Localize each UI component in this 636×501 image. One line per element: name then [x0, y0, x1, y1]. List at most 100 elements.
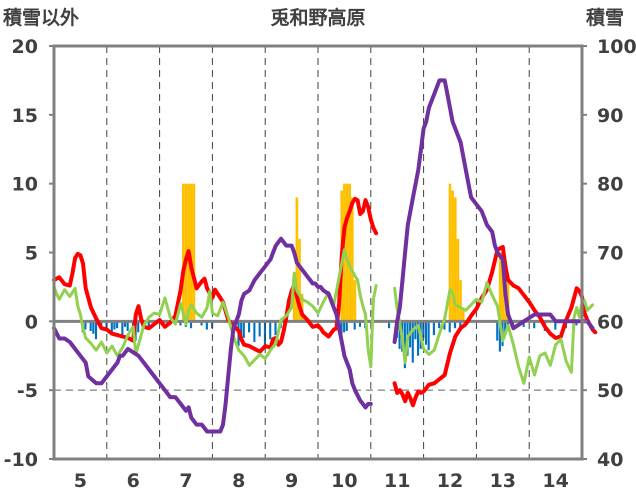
blue-bar-27	[242, 321, 245, 338]
x-tick-label: 9	[285, 470, 298, 492]
x-tick-label: 13	[490, 470, 516, 492]
purple-series-line-4	[52, 236, 373, 434]
blue-bar-40	[358, 321, 362, 327]
orange-bar-13	[351, 197, 354, 322]
blue-bar-17	[147, 321, 150, 330]
blue-bar-42	[387, 321, 391, 329]
blue-bar-69	[533, 321, 536, 329]
right-axis-title: 積雪	[586, 6, 624, 29]
blue-bar-63	[498, 321, 501, 352]
green-series-line-3	[393, 281, 595, 385]
x-tick-label: 10	[331, 470, 357, 492]
blue-bar-50	[414, 321, 417, 340]
blue-bar-26	[240, 321, 243, 336]
blue-bar-12	[126, 321, 129, 331]
left-tick-label: 0	[25, 311, 38, 333]
right-tick-label: 40	[597, 449, 623, 471]
right-tick-label: 60	[597, 311, 623, 333]
blue-bar-7	[110, 321, 113, 333]
blue-bar-4	[94, 321, 98, 340]
blue-bar-49	[411, 321, 414, 363]
blue-bar-51	[417, 321, 420, 356]
orange-bar-14	[353, 280, 357, 322]
purple-series-line-5	[392, 78, 595, 344]
left-tick-label: 15	[12, 105, 38, 127]
blue-bar-11	[123, 321, 127, 327]
orange-bar-4	[192, 183, 196, 322]
blue-bar-21	[200, 321, 203, 326]
orange-bar-16	[451, 190, 454, 322]
blue-bar-36	[340, 321, 343, 336]
orange-bar-21	[498, 252, 502, 322]
right-tick-label: 50	[597, 380, 623, 402]
blue-bar-10	[121, 321, 124, 337]
blue-bar-32	[269, 321, 272, 340]
orange-bar-20	[461, 307, 465, 322]
blue-bar-59	[448, 321, 451, 333]
orange-bar-15	[448, 183, 452, 322]
blue-bar-9	[116, 321, 119, 329]
blue-bar-28	[248, 321, 251, 333]
right-tick-label: 100	[597, 36, 636, 58]
blue-bar-22	[205, 321, 208, 330]
blue-bar-65	[504, 321, 507, 336]
orange-bar-17	[453, 197, 457, 322]
blue-bar-73	[575, 321, 578, 326]
right-tick-label: 90	[597, 105, 623, 127]
left-tick-label: -5	[17, 380, 38, 402]
x-tick-label: 6	[127, 470, 140, 492]
blue-bar-15	[137, 321, 140, 333]
red-series-line-0	[52, 196, 379, 354]
x-tick-label: 11	[384, 470, 410, 492]
blue-bar-33	[274, 321, 277, 336]
blue-bar-58	[443, 321, 446, 330]
orange-bar-8	[300, 293, 304, 322]
blue-bar-2	[89, 321, 92, 331]
left-tick-label: 10	[12, 174, 38, 196]
orange-bar-19	[459, 280, 462, 322]
blue-bar-20	[189, 321, 193, 329]
blue-bar-57	[438, 321, 441, 329]
orange-bar-1	[184, 183, 188, 322]
orange-bar-7	[298, 238, 301, 322]
blue-bar-44	[398, 321, 401, 349]
x-tick-label: 14	[542, 470, 568, 492]
left-axis-title: 積雪以外	[3, 6, 79, 29]
green-series-line-2	[52, 248, 378, 369]
blue-bar-1	[84, 321, 87, 330]
red-series-line-1	[392, 245, 598, 408]
blue-bar-62	[496, 321, 499, 341]
blue-bar-29	[253, 321, 256, 342]
lines-layer	[52, 78, 598, 434]
x-tick-label: 7	[179, 470, 192, 492]
blue-bar-8	[113, 321, 116, 330]
blue-bar-3	[92, 321, 95, 334]
right-tick-label: 80	[597, 174, 623, 196]
blue-bar-53	[422, 321, 425, 338]
orange-bar-3	[189, 183, 193, 322]
blue-bar-18	[179, 321, 182, 326]
blue-bar-38	[345, 321, 348, 331]
blue-bar-54	[424, 321, 428, 345]
orange-bar-0	[182, 183, 185, 322]
x-tick-label: 12	[437, 470, 463, 492]
x-tick-label: 5	[74, 470, 87, 492]
left-tick-label: 5	[25, 243, 38, 265]
blue-bar-71	[554, 321, 557, 330]
blue-bar-56	[432, 321, 435, 336]
orange-bar-18	[456, 238, 460, 322]
chart-title: 兎和野高原	[270, 6, 365, 29]
blue-bar-37	[343, 321, 346, 333]
orange-bar-22	[501, 252, 505, 322]
orange-bar-11	[345, 183, 349, 322]
orange-bar-5	[292, 280, 296, 322]
left-tick-label: 20	[12, 36, 38, 58]
left-tick-label: -10	[4, 449, 38, 471]
blue-bar-30	[258, 321, 261, 337]
right-tick-label: 70	[597, 243, 623, 265]
blue-bar-60	[453, 321, 457, 329]
blue-bar-39	[353, 321, 356, 330]
